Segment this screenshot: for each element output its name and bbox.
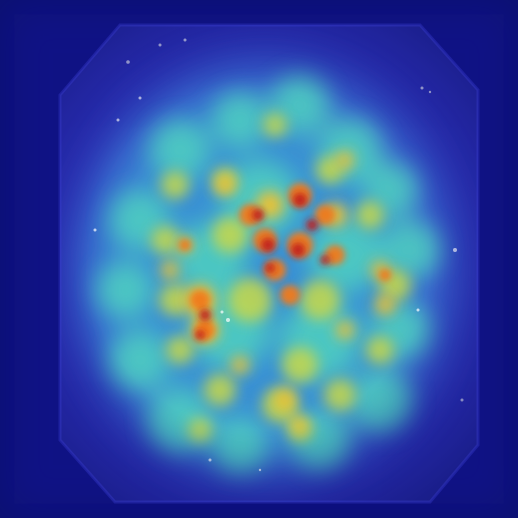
endoscope-frame	[58, 23, 480, 504]
